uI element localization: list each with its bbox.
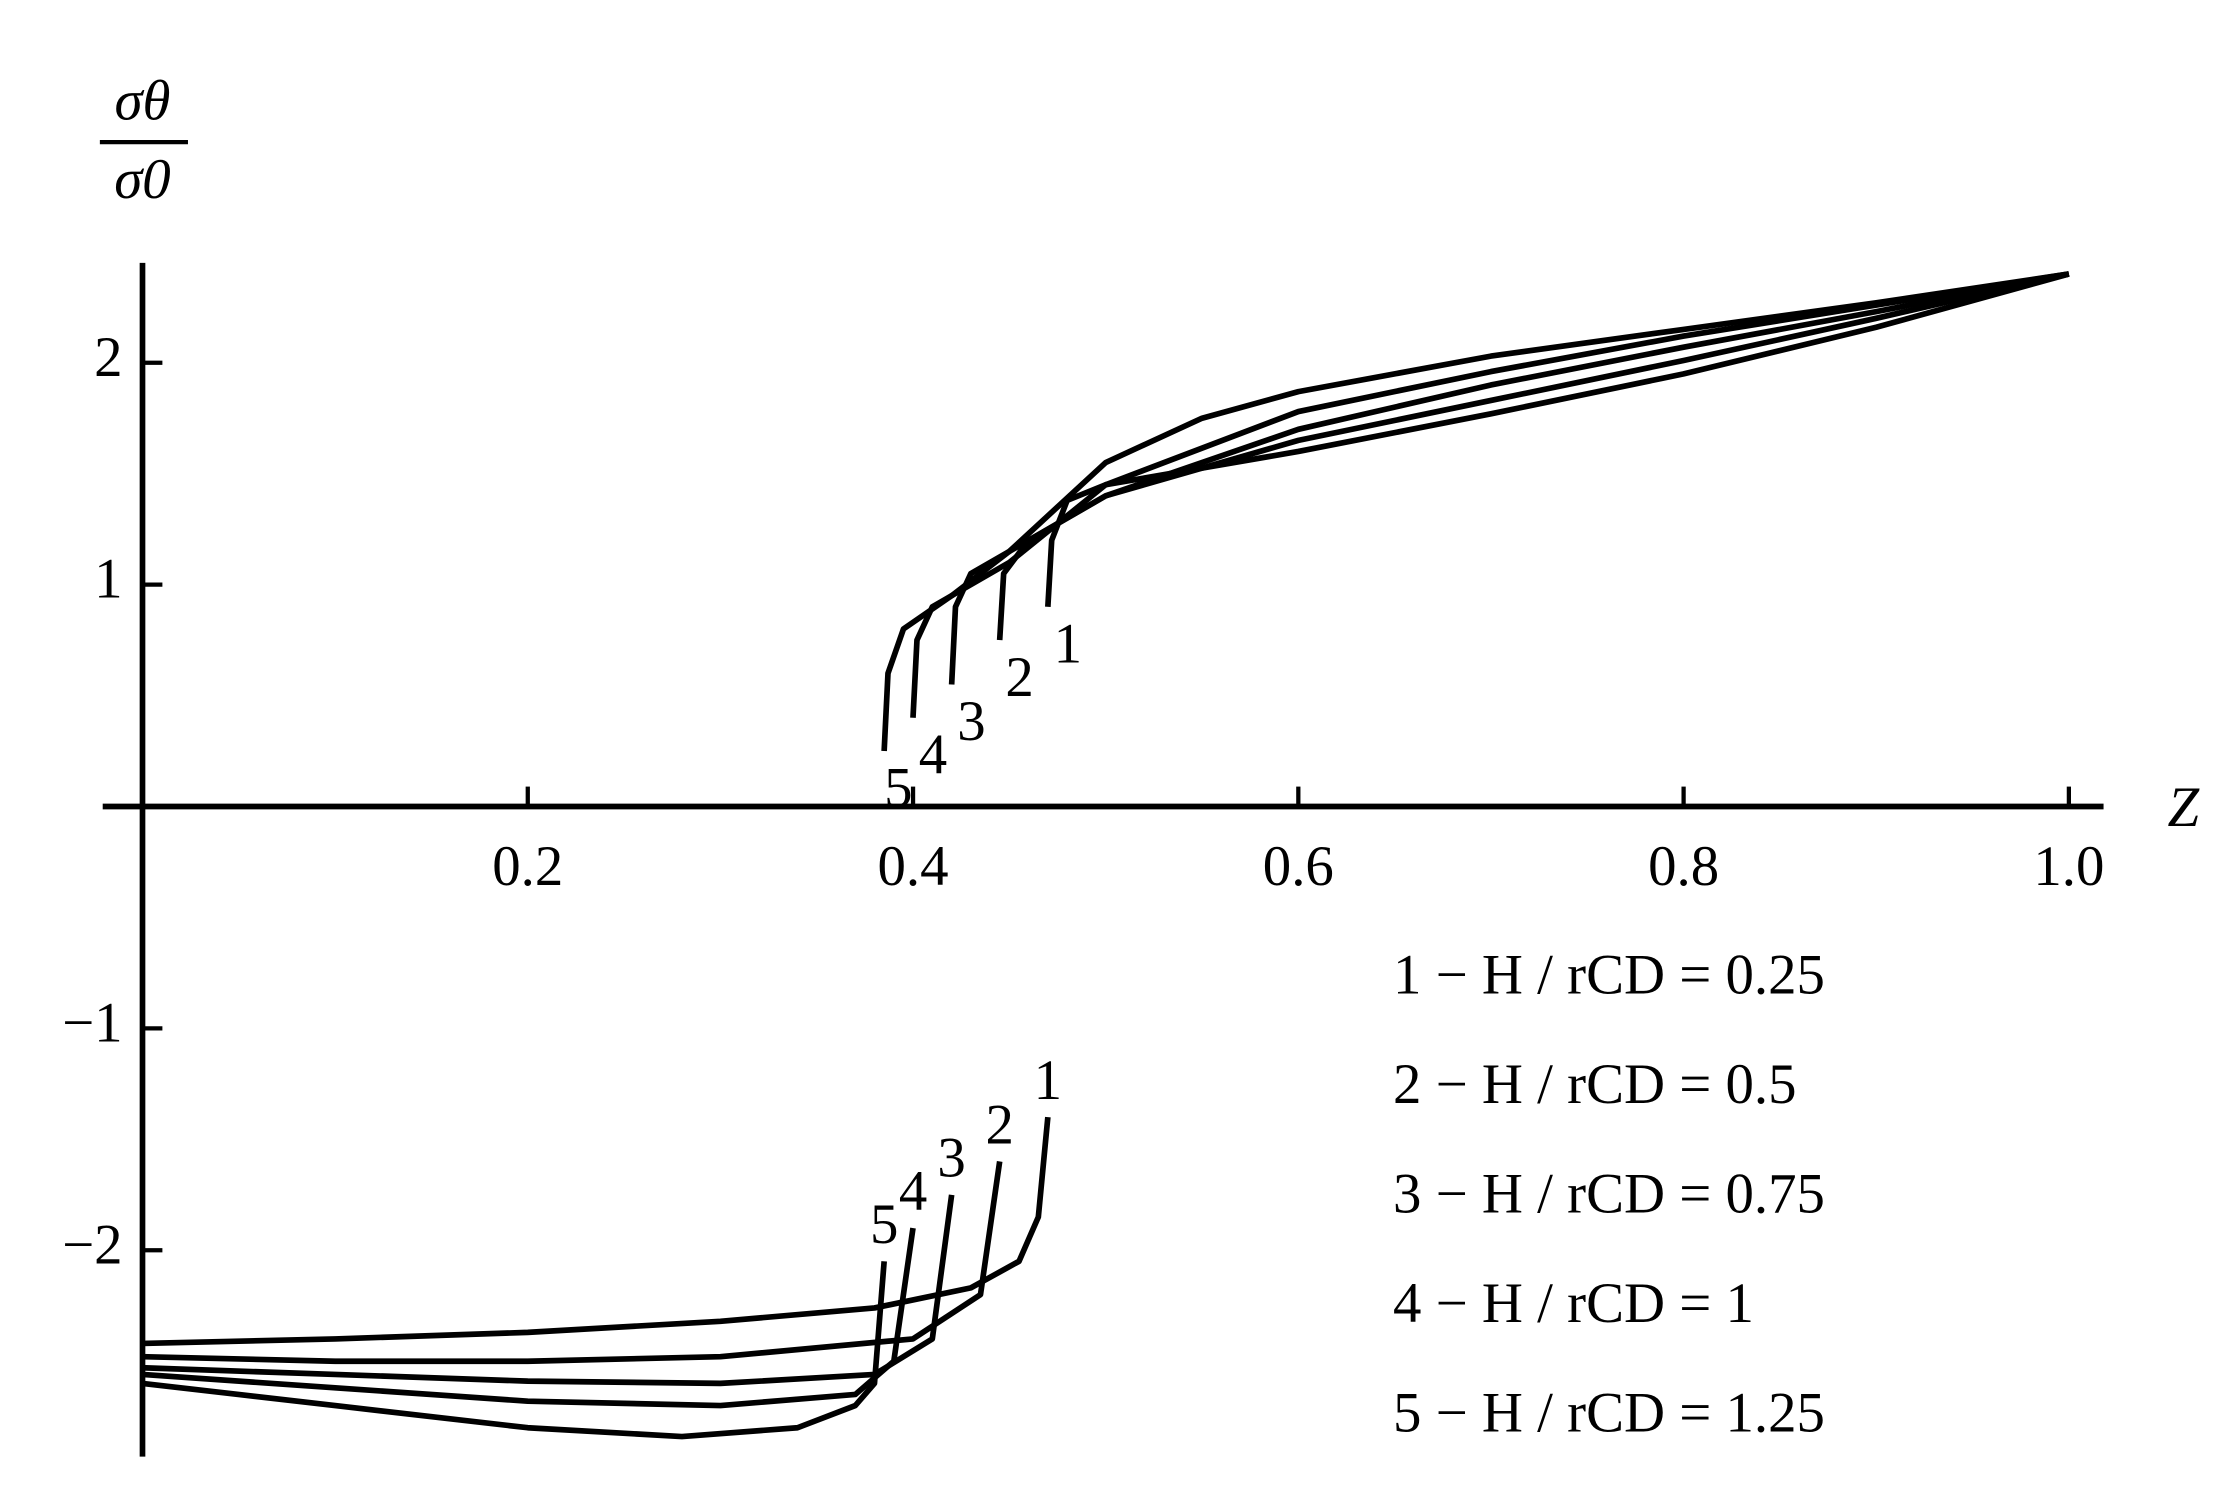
curve-label: 1 [1054,612,1082,675]
legend-entry: 2 − H / rCD = 0.5 [1393,1053,1797,1116]
curve-label: 5 [870,1193,898,1256]
curve-label: 5 [884,757,912,820]
curve-label: 4 [919,723,947,786]
x-tick-label: 1.0 [2033,835,2104,898]
series-line [142,271,2070,1409]
legend-entry: 5 − H / rCD = 1.25 [1393,1381,1825,1444]
y-tick-label: 1 [94,548,122,611]
curve-label: 3 [957,690,985,753]
curve-label: 4 [899,1160,927,1223]
curve-label: 2 [986,1093,1014,1156]
curve-label: 1 [1034,1049,1062,1112]
curve-label: 2 [1005,646,1033,709]
series-line [142,271,2070,1440]
legend-entry: 1 − H / rCD = 0.25 [1393,944,1825,1007]
y-tick-label: −2 [62,1213,122,1276]
curve-label: 3 [937,1127,965,1190]
y-tick-label: 2 [94,326,122,389]
x-tick-label: 0.4 [878,835,949,898]
x-tick-label: 0.8 [1648,835,1719,898]
y-tick-label: −1 [62,991,122,1054]
legend-entry: 4 − H / rCD = 1 [1393,1272,1754,1335]
x-label: Z [2168,776,2201,839]
y-label-denominator: σ0 [114,148,170,211]
legend-entry: 3 − H / rCD = 0.75 [1393,1162,1825,1225]
x-tick-label: 0.6 [1263,835,1334,898]
x-tick-label: 0.2 [492,835,563,898]
y-label-numerator: σθ [115,70,171,133]
